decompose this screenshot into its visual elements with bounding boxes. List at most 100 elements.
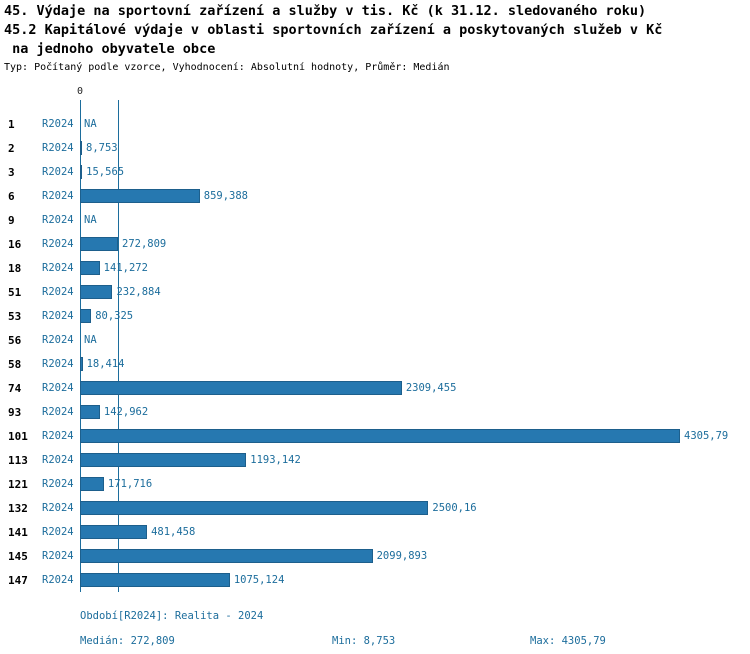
row-period-label: R2024 bbox=[42, 406, 74, 418]
value-bar bbox=[80, 525, 148, 539]
row-bar-area: 859,388 bbox=[80, 189, 750, 203]
row-value-label: 272,809 bbox=[122, 238, 167, 250]
row-period-label: R2024 bbox=[42, 334, 74, 346]
value-bar bbox=[80, 453, 247, 467]
row-id-label: 101 bbox=[8, 429, 28, 443]
row-id-label: 147 bbox=[8, 573, 28, 587]
row-bar-area: 1075,124 bbox=[80, 573, 750, 587]
row-bar-area: 80,325 bbox=[80, 309, 750, 323]
chart-title: 45. Výdaje na sportovní zařízení a služb… bbox=[4, 2, 662, 59]
value-bar bbox=[80, 477, 104, 491]
row-period-label: R2024 bbox=[42, 166, 74, 178]
row-period-label: R2024 bbox=[42, 142, 74, 154]
row-id-label: 3 bbox=[8, 165, 15, 179]
chart-row: 147 R2024 1075,124 bbox=[0, 568, 750, 592]
row-id-label: 132 bbox=[8, 501, 28, 515]
row-id-label: 6 bbox=[8, 189, 15, 203]
row-bar-area: 1193,142 bbox=[80, 453, 750, 467]
row-value-label: 1075,124 bbox=[233, 574, 285, 586]
row-id-label: 56 bbox=[8, 333, 22, 347]
row-bar-area: 8,753 bbox=[80, 141, 750, 155]
row-value-label: NA bbox=[84, 118, 97, 130]
row-period-label: R2024 bbox=[42, 238, 74, 250]
value-bar bbox=[80, 237, 118, 251]
chart-row: 132 R2024 2500,16 bbox=[0, 496, 750, 520]
value-bar bbox=[80, 429, 680, 443]
row-value-label: 18,414 bbox=[86, 358, 125, 370]
row-id-label: 121 bbox=[8, 477, 28, 491]
value-bar bbox=[80, 309, 92, 323]
row-bar-area: 232,884 bbox=[80, 285, 750, 299]
footer-max-label: Max: 4305,79 bbox=[530, 635, 606, 647]
title-line-1: 45. Výdaje na sportovní zařízení a služb… bbox=[4, 3, 647, 19]
chart-row: 2 R2024 8,753 bbox=[0, 136, 750, 160]
title-line-2: 45.2 Kapitálové výdaje v oblasti sportov… bbox=[4, 22, 663, 38]
row-id-label: 53 bbox=[8, 309, 22, 323]
row-period-label: R2024 bbox=[42, 502, 74, 514]
chart-row: 3 R2024 15,565 bbox=[0, 160, 750, 184]
row-period-label: R2024 bbox=[42, 214, 74, 226]
row-id-label: 51 bbox=[8, 285, 22, 299]
footer-median-label: Medián: 272,809 bbox=[80, 635, 175, 647]
row-value-label: 4305,79 bbox=[684, 430, 729, 442]
value-bar bbox=[80, 165, 83, 179]
row-value-label: 15,565 bbox=[86, 166, 125, 178]
row-value-label: 2500,16 bbox=[432, 502, 477, 514]
row-value-label: 8,753 bbox=[86, 142, 118, 154]
row-bar-area: 2309,455 bbox=[80, 381, 750, 395]
row-bar-area: 2099,893 bbox=[80, 549, 750, 563]
row-bar-area: NA bbox=[80, 117, 750, 131]
row-bar-area: 481,458 bbox=[80, 525, 750, 539]
chart-row: 9 R2024 NA bbox=[0, 208, 750, 232]
row-period-label: R2024 bbox=[42, 382, 74, 394]
row-value-label: 1193,142 bbox=[250, 454, 301, 466]
chart-row: 1 R2024 NA bbox=[0, 112, 750, 136]
chart-subtitle: Typ: Počítaný podle vzorce, Vyhodnocení:… bbox=[4, 62, 450, 73]
row-period-label: R2024 bbox=[42, 574, 74, 586]
row-bar-area: 18,414 bbox=[80, 357, 750, 371]
value-bar bbox=[80, 573, 230, 587]
row-period-label: R2024 bbox=[42, 286, 74, 298]
row-id-label: 9 bbox=[8, 213, 15, 227]
row-value-label: 2099,893 bbox=[376, 550, 428, 562]
value-bar bbox=[80, 189, 200, 203]
row-value-label: 171,716 bbox=[107, 478, 153, 490]
chart-row: 121 R2024 171,716 bbox=[0, 472, 750, 496]
row-bar-area: 272,809 bbox=[80, 237, 750, 251]
footer-period-label: Období[R2024]: Realita - 2024 bbox=[80, 610, 264, 622]
row-value-label: 232,884 bbox=[116, 286, 161, 298]
title-line-3: na jednoho obyvatele obce bbox=[4, 41, 216, 57]
row-value-label: NA bbox=[84, 214, 97, 226]
value-bar bbox=[80, 549, 373, 563]
row-id-label: 16 bbox=[8, 237, 22, 251]
row-id-label: 18 bbox=[8, 261, 22, 275]
row-period-label: R2024 bbox=[42, 262, 74, 274]
row-period-label: R2024 bbox=[42, 310, 74, 322]
median-line bbox=[118, 100, 119, 592]
chart-row: 58 R2024 18,414 bbox=[0, 352, 750, 376]
row-bar-area: NA bbox=[80, 213, 750, 227]
value-bar bbox=[80, 405, 100, 419]
row-value-label: 481,458 bbox=[151, 526, 196, 538]
row-period-label: R2024 bbox=[42, 454, 74, 466]
value-bar bbox=[80, 357, 83, 371]
row-id-label: 145 bbox=[8, 549, 28, 563]
chart-rows: 1 R2024 NA 2 R2024 8,753 3 R2024 15,565 6 R2024 859… bbox=[0, 112, 750, 592]
row-id-label: 93 bbox=[8, 405, 22, 419]
row-bar-area: 2500,16 bbox=[80, 501, 750, 515]
row-period-label: R2024 bbox=[42, 478, 74, 490]
row-period-label: R2024 bbox=[42, 358, 74, 370]
row-id-label: 58 bbox=[8, 357, 22, 371]
row-id-label: 1 bbox=[8, 117, 15, 131]
row-value-label: 859,388 bbox=[203, 190, 249, 202]
chart-row: 145 R2024 2099,893 bbox=[0, 544, 750, 568]
row-id-label: 2 bbox=[8, 141, 15, 155]
chart-row: 56 R2024 NA bbox=[0, 328, 750, 352]
chart-row: 141 R2024 481,458 bbox=[0, 520, 750, 544]
row-bar-area: 141,272 bbox=[80, 261, 750, 275]
row-value-label: 142,962 bbox=[103, 406, 149, 418]
chart-row: 18 R2024 141,272 bbox=[0, 256, 750, 280]
row-id-label: 74 bbox=[8, 381, 22, 395]
row-bar-area: 4305,79 bbox=[80, 429, 750, 443]
chart-row: 93 R2024 142,962 bbox=[0, 400, 750, 424]
